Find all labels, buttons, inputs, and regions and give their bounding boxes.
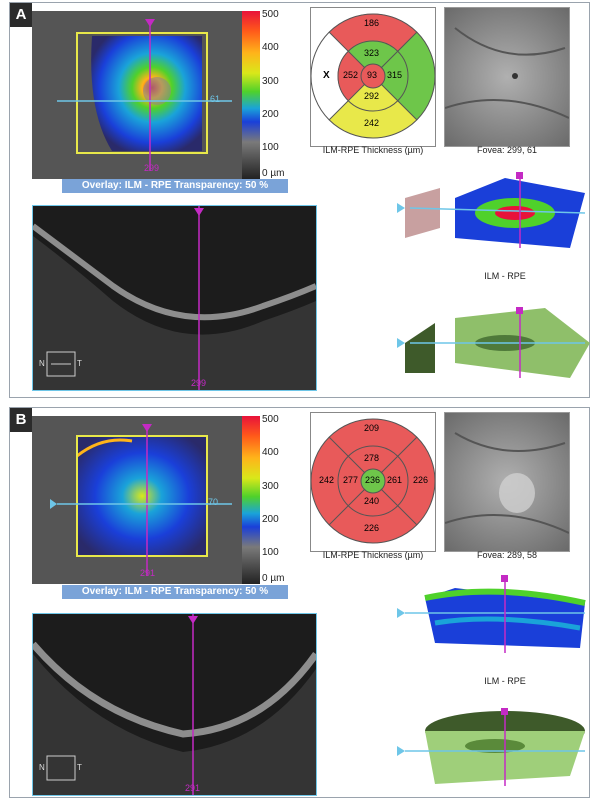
center-value: 236: [365, 475, 381, 485]
panel-b: B 291 70 500 400 300 200 100: [9, 407, 590, 798]
panel-label: B: [10, 408, 32, 432]
colorbar-tick: 300: [262, 481, 279, 492]
panel-a: A 299 61 500 4: [9, 2, 590, 398]
colorbar-tick: 200: [262, 514, 279, 525]
roi-rectangle: [76, 435, 208, 557]
inner-inferior-value: 292: [364, 91, 380, 101]
oct-bscan[interactable]: N T 291: [32, 613, 317, 796]
inner-superior-value: 278: [364, 453, 380, 463]
bscan-marker-icon: [194, 208, 204, 216]
fundus-vessels: [445, 432, 569, 534]
outer-superior-value: 209: [364, 423, 380, 433]
overlay-label-bar[interactable]: Overlay: ILM - RPE Transparency: 50 %: [62, 179, 288, 193]
orientation-right-label: T: [77, 763, 82, 772]
orientation-left-label: N: [39, 359, 45, 368]
panel-label: A: [10, 3, 32, 27]
inner-inferior-value: 240: [364, 496, 380, 506]
horizontal-marker-value: 61: [210, 94, 221, 104]
bscan-image: [33, 614, 316, 795]
surface-marker-icon: [501, 708, 508, 715]
thickness-caption: ILM-RPE Thickness (µm): [322, 145, 424, 155]
outer-superior-value: 186: [364, 18, 380, 28]
inner-temporal-value: 315: [387, 70, 403, 80]
fundus-overlay-image[interactable]: 291 70: [32, 416, 242, 584]
colorbar-tick: 0 µm: [262, 573, 285, 584]
colorbar-tick: 500: [262, 9, 279, 20]
sector-inner-nasal: [337, 51, 373, 101]
sector-center: [360, 63, 386, 89]
surface-marker-icon: [501, 575, 508, 582]
fundus-thumbnail[interactable]: [444, 412, 570, 552]
colorbar-tick: 300: [262, 76, 279, 87]
surface-3d-color[interactable]: [395, 573, 590, 653]
bscan-image: [33, 206, 316, 390]
colorbar-tick: 100: [262, 142, 279, 153]
bscan-marker-icon: [188, 616, 198, 624]
surface-arrow-icon: [397, 338, 405, 348]
thickness-map: 209 278 242 277 236 261 226 240 226: [310, 412, 436, 552]
outer-nasal-value: 242: [319, 475, 335, 485]
surface-3d-gray[interactable]: [395, 706, 590, 786]
roi-rectangle: [76, 32, 208, 154]
outer-temporal-value: 226: [413, 475, 429, 485]
fundus-vessels: [445, 27, 569, 119]
colorbar-tick: 200: [262, 109, 279, 120]
surface-arrow-icon: [397, 608, 405, 618]
inner-nasal-value: 252: [343, 70, 359, 80]
colorbar-tick: 500: [262, 414, 279, 425]
fundus-thickness-overlay: [32, 11, 242, 179]
bscan-marker-value: 299: [191, 378, 207, 388]
outer-nasal-value: X: [323, 70, 330, 81]
orientation-left-label: N: [39, 763, 45, 772]
orientation-box: [46, 351, 76, 377]
surface-arrow-icon: [397, 746, 405, 756]
fovea-caption: Fovea: 299, 61: [476, 145, 538, 155]
surface-arrow-icon: [397, 203, 405, 213]
vertical-marker-value: 291: [140, 568, 156, 578]
surface-caption: ILM - RPE: [484, 271, 526, 281]
colorbar-tick: 400: [262, 447, 279, 458]
colorbar-tick: 0 µm: [262, 168, 285, 179]
horizontal-marker-value: 70: [208, 497, 219, 507]
etdrs-grid: [310, 418, 436, 544]
marker-triangle-icon: [142, 424, 152, 432]
surface-marker-icon: [516, 307, 523, 314]
orientation-right-label: T: [77, 359, 82, 368]
fovea-caption: Fovea: 289, 58: [476, 550, 538, 560]
fundus-overlay-image[interactable]: 299 61: [32, 11, 242, 179]
outer-inferior-value: 242: [364, 118, 380, 128]
overlay-label-bar[interactable]: Overlay: ILM - RPE Transparency: 50 %: [62, 585, 288, 599]
surface-3d-color[interactable]: [395, 168, 590, 248]
thickness-colorbar: [242, 416, 260, 584]
colorbar-tick: 400: [262, 42, 279, 53]
surface-caption: ILM - RPE: [484, 676, 526, 686]
marker-triangle-icon: [145, 19, 155, 27]
sector-center: [360, 468, 386, 494]
surface-3d-gray[interactable]: [395, 303, 590, 378]
center-value: 93: [367, 70, 378, 80]
sector-inner-superior: [348, 40, 398, 76]
oct-bscan[interactable]: N T 299: [32, 205, 317, 391]
fundus-thickness-overlay: [32, 416, 242, 584]
colorbar-tick: 100: [262, 547, 279, 558]
etdrs-grid: [310, 13, 436, 139]
thickness-caption: ILM-RPE Thickness (µm): [322, 550, 424, 560]
inner-temporal-value: 261: [387, 475, 403, 485]
inner-nasal-value: 277: [343, 475, 359, 485]
scan-arrow-icon: [50, 499, 57, 509]
bscan-marker-value: 291: [185, 783, 201, 793]
surface-marker-icon: [516, 172, 523, 179]
thickness-colorbar: [242, 11, 260, 179]
sector-inner-inferior: [348, 76, 398, 112]
outer-inferior-value: 226: [364, 523, 380, 533]
fundus-thumbnail[interactable]: [444, 7, 570, 147]
vertical-marker-value: 299: [144, 163, 160, 173]
sector-inner-temporal: [373, 51, 409, 101]
inner-superior-value: 323: [364, 48, 380, 58]
thickness-map: 186 323 X 252 93 315 292 242: [310, 7, 436, 147]
orientation-box: [46, 755, 76, 781]
